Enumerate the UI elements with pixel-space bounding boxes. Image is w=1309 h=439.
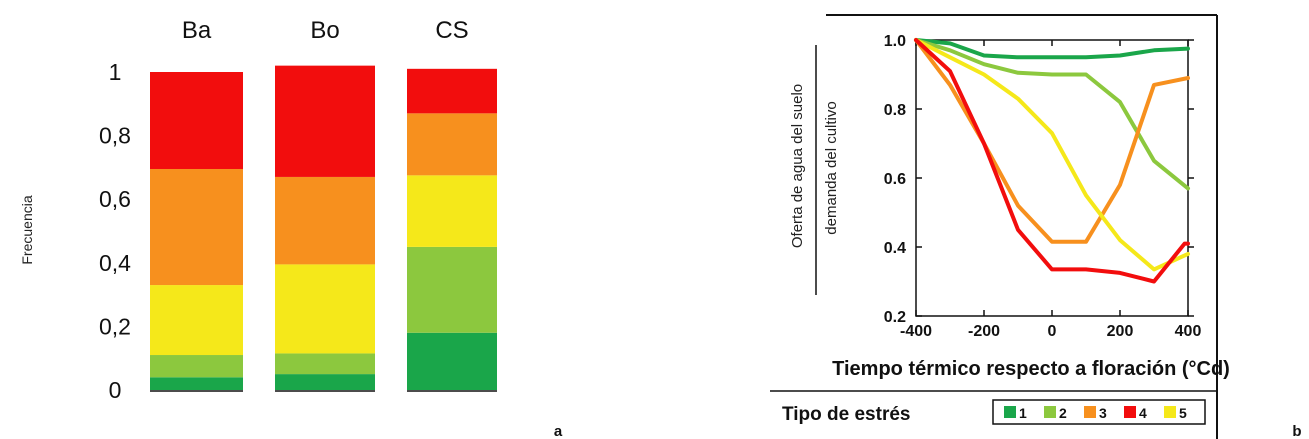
series-line-5 — [914, 38, 1190, 272]
series-line-3 — [914, 38, 1190, 244]
legend-label: 5 — [1179, 405, 1187, 421]
y-tick-labels: 0 0,2 0,4 0,6 0,8 1 — [99, 59, 131, 403]
x-tick-label: 400 — [1175, 323, 1202, 340]
y-tick-label: 0.4 — [884, 240, 906, 257]
legend-swatch — [1084, 406, 1096, 418]
bar-segment — [407, 113, 497, 176]
y-tick-label: 0,8 — [99, 123, 131, 149]
y-tick-label: 1 — [109, 59, 122, 85]
panel-label-b: b — [1292, 423, 1301, 439]
bar-segment — [275, 353, 375, 375]
bar-segment — [150, 72, 243, 169]
category-label: CS — [435, 17, 468, 44]
y-axis-label-bottom: demanda del cultivo — [823, 101, 840, 234]
legend-label: 2 — [1059, 405, 1067, 421]
legend-label: 3 — [1099, 405, 1107, 421]
category-label: Ba — [182, 17, 212, 44]
y-tick-label: 0,4 — [99, 250, 131, 276]
panel-label-a: a — [554, 423, 563, 439]
series-line-4 — [914, 38, 1190, 284]
y-tick-label: 0,6 — [99, 186, 131, 212]
series-line-1 — [914, 38, 1190, 60]
legend-swatch — [1044, 406, 1056, 418]
x-tick-label: 0 — [1048, 323, 1057, 340]
bar-segment — [275, 176, 375, 265]
bar-segment — [407, 68, 497, 114]
bar-segment — [150, 168, 243, 286]
bar-segment — [275, 264, 375, 354]
bar-segment — [407, 332, 497, 390]
stacked-bar-chart: Frecuencia 0 0,2 0,4 0,6 0,8 1 Ba Bo CS a — [19, 17, 563, 439]
y-axis-label-top: Oferta de agua del suelo — [789, 84, 806, 248]
x-tick-label: -400 — [900, 323, 932, 340]
bar-segment — [275, 65, 375, 177]
y-tick-label: 0.2 — [884, 309, 906, 326]
y-tick-label: 0.6 — [884, 171, 906, 188]
legend-swatch — [1004, 406, 1016, 418]
legend-title: Tipo de estrés — [782, 404, 910, 425]
y-tick-label: 0 — [109, 377, 122, 403]
legend-label: 1 — [1019, 405, 1027, 421]
category-label: Bo — [310, 17, 339, 44]
bar-segment — [407, 175, 497, 247]
bar-segment — [150, 285, 243, 356]
line-chart: Oferta de agua del suelo demanda del cul… — [770, 14, 1302, 439]
y-axis-label: Frecuencia — [19, 195, 35, 264]
x-tick-label: -200 — [968, 323, 1000, 340]
legend-swatch — [1164, 406, 1176, 418]
category-labels: Ba Bo CS — [182, 17, 469, 44]
bar-segment — [150, 355, 243, 378]
x-axis-label: Tiempo térmico respecto a floración (°Cd… — [832, 358, 1230, 380]
legend-box — [992, 399, 1206, 425]
bar-segment — [407, 246, 497, 333]
y-tick-label: 1.0 — [884, 33, 906, 50]
y-tick-label: 0.8 — [884, 102, 906, 119]
series-line-2 — [914, 38, 1190, 191]
bar-segment — [150, 377, 243, 390]
x-tick-label: 200 — [1107, 323, 1134, 340]
bar-segment — [275, 374, 375, 390]
legend-label: 4 — [1139, 405, 1147, 421]
axis-ticks: -400 -200 0 200 400 0.2 0.4 0.6 0.8 1.0 — [884, 33, 1202, 340]
series-lines — [914, 38, 1190, 284]
legend: 1 2 3 4 5 — [1004, 405, 1187, 421]
legend-swatch — [1124, 406, 1136, 418]
y-tick-label: 0,2 — [99, 313, 131, 339]
bars — [150, 65, 497, 392]
